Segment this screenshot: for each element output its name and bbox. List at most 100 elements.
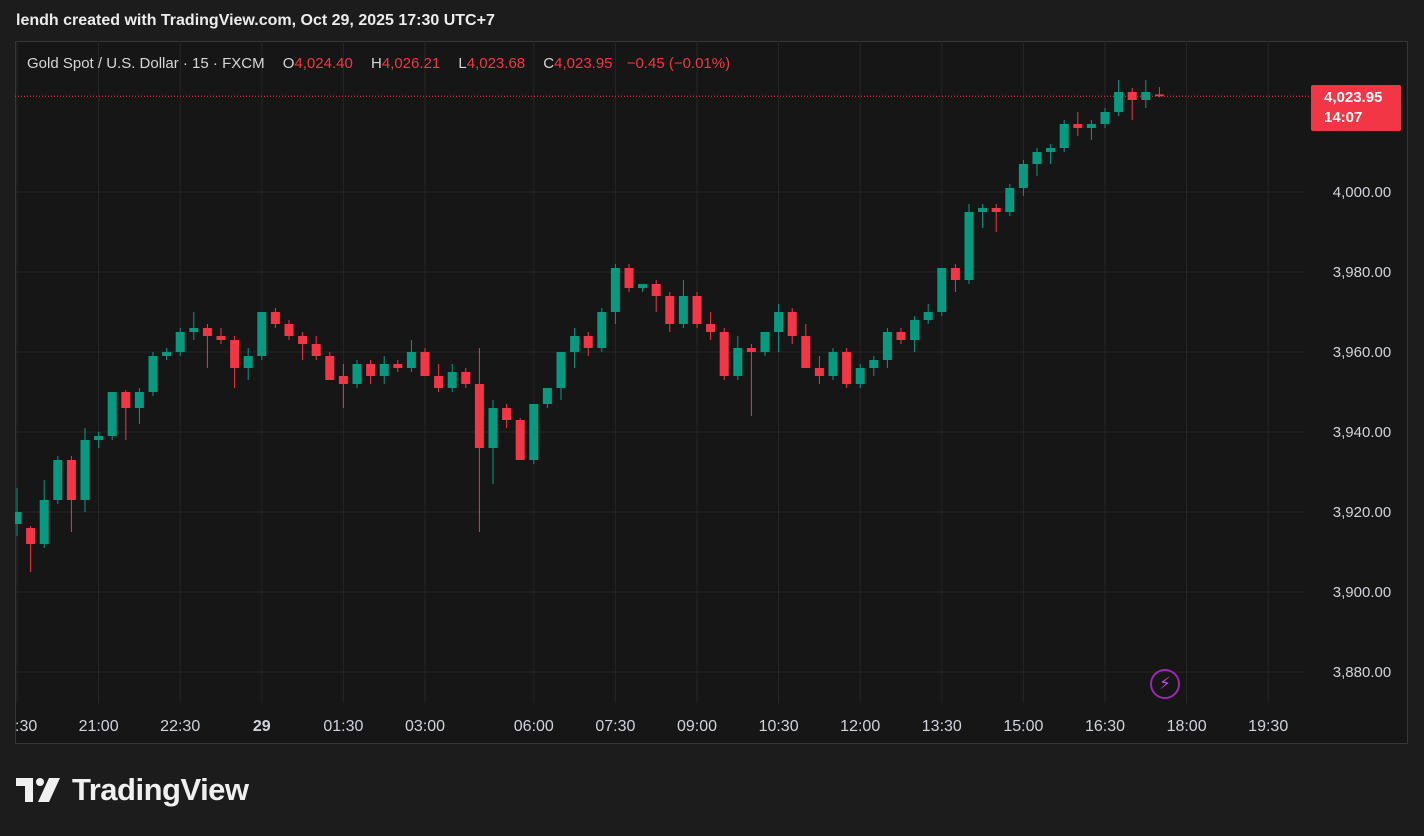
candle[interactable] bbox=[842, 348, 852, 388]
candle[interactable] bbox=[733, 336, 743, 380]
candle[interactable] bbox=[787, 308, 797, 344]
candle[interactable] bbox=[597, 308, 607, 352]
candle[interactable] bbox=[94, 432, 104, 448]
candle[interactable] bbox=[434, 364, 444, 392]
candle[interactable] bbox=[1114, 80, 1124, 116]
candle[interactable] bbox=[230, 336, 240, 388]
candle[interactable] bbox=[746, 344, 756, 416]
candle[interactable] bbox=[1127, 88, 1137, 120]
candle[interactable] bbox=[882, 328, 892, 368]
symbol-legend[interactable]: Gold Spot / U.S. Dollar · 15 · FXCM O4,0… bbox=[27, 55, 730, 72]
candle[interactable] bbox=[148, 352, 158, 396]
candle[interactable] bbox=[53, 456, 63, 504]
candle[interactable] bbox=[175, 328, 185, 356]
candle[interactable] bbox=[515, 418, 525, 460]
candle[interactable] bbox=[216, 328, 226, 344]
candle-body bbox=[515, 420, 525, 460]
candle[interactable] bbox=[760, 332, 770, 356]
candle[interactable] bbox=[910, 316, 920, 352]
candle[interactable] bbox=[257, 312, 267, 360]
candle[interactable] bbox=[991, 204, 1001, 232]
candle[interactable] bbox=[474, 348, 484, 532]
candle[interactable] bbox=[570, 328, 580, 368]
candle[interactable] bbox=[801, 324, 811, 368]
candle[interactable] bbox=[964, 204, 974, 284]
candle[interactable] bbox=[624, 264, 634, 292]
candle[interactable] bbox=[366, 360, 376, 384]
candle[interactable] bbox=[311, 336, 321, 360]
candle[interactable] bbox=[638, 284, 648, 292]
lightning-icon[interactable]: ⚡ bbox=[1150, 669, 1180, 699]
candle[interactable] bbox=[1005, 184, 1015, 216]
candle[interactable] bbox=[284, 320, 294, 340]
candle[interactable] bbox=[869, 356, 879, 376]
candle-body bbox=[937, 268, 947, 312]
candle[interactable] bbox=[1073, 112, 1083, 136]
candle[interactable] bbox=[774, 304, 784, 352]
low-label: L bbox=[458, 55, 467, 72]
candle[interactable] bbox=[1046, 144, 1056, 164]
candle[interactable] bbox=[1154, 87, 1164, 98]
candle[interactable] bbox=[26, 526, 36, 572]
candle-body bbox=[923, 312, 933, 320]
candle[interactable] bbox=[665, 292, 675, 332]
candle-body bbox=[107, 392, 117, 436]
candle[interactable] bbox=[461, 368, 471, 388]
candle[interactable] bbox=[978, 204, 988, 228]
candle[interactable] bbox=[270, 308, 280, 328]
candle[interactable] bbox=[678, 280, 688, 328]
candle[interactable] bbox=[379, 356, 389, 384]
candle[interactable] bbox=[447, 364, 457, 392]
candle[interactable] bbox=[298, 332, 308, 360]
change-value: −0.45 (−0.01%) bbox=[626, 55, 731, 72]
candle[interactable] bbox=[325, 352, 335, 380]
candle-body bbox=[787, 312, 797, 336]
bar-countdown: 14:07 bbox=[1324, 109, 1363, 126]
candle[interactable] bbox=[1086, 120, 1096, 140]
candle[interactable] bbox=[937, 268, 947, 316]
candle[interactable] bbox=[338, 364, 348, 408]
candle[interactable] bbox=[15, 488, 22, 536]
candle[interactable] bbox=[66, 456, 76, 532]
candle[interactable] bbox=[706, 312, 716, 340]
candle[interactable] bbox=[610, 264, 620, 324]
candle[interactable] bbox=[39, 480, 49, 548]
candle[interactable] bbox=[1100, 108, 1110, 128]
candle[interactable] bbox=[814, 356, 824, 384]
candle[interactable] bbox=[583, 332, 593, 356]
candle[interactable] bbox=[1141, 80, 1151, 108]
candle[interactable] bbox=[121, 390, 131, 440]
candle[interactable] bbox=[556, 352, 566, 400]
candle[interactable] bbox=[162, 348, 172, 360]
candle-body bbox=[352, 364, 362, 384]
chart-frame[interactable] bbox=[15, 41, 1408, 744]
candle[interactable] bbox=[488, 400, 498, 484]
candle[interactable] bbox=[352, 360, 362, 388]
candle[interactable] bbox=[1059, 120, 1069, 152]
candle[interactable] bbox=[692, 292, 702, 328]
candle[interactable] bbox=[651, 280, 661, 312]
candle[interactable] bbox=[80, 428, 90, 512]
candle[interactable] bbox=[719, 328, 729, 380]
candle[interactable] bbox=[502, 404, 512, 428]
candle[interactable] bbox=[896, 328, 906, 344]
candle[interactable] bbox=[202, 324, 212, 368]
candle[interactable] bbox=[855, 364, 865, 388]
candle[interactable] bbox=[950, 264, 960, 292]
candle[interactable] bbox=[189, 312, 199, 340]
candle[interactable] bbox=[529, 404, 539, 464]
candle[interactable] bbox=[107, 392, 117, 440]
candle[interactable] bbox=[828, 348, 838, 380]
candle[interactable] bbox=[243, 348, 253, 380]
candle[interactable] bbox=[406, 340, 416, 372]
candlestick-chart[interactable]: 3,880.00 3,900.00 3,920.00 3,940.00 3,960.00… bbox=[15, 41, 1408, 744]
time-axis: :30 21:00 22:30 29 01:30 03:00 06:00 07:30 09:00… bbox=[15, 718, 1288, 735]
candle[interactable] bbox=[923, 304, 933, 324]
candle[interactable] bbox=[420, 348, 430, 376]
candle[interactable] bbox=[1018, 160, 1028, 196]
candle-body bbox=[216, 336, 226, 340]
candle[interactable] bbox=[1032, 148, 1042, 176]
candle[interactable] bbox=[393, 360, 403, 372]
candle[interactable] bbox=[542, 388, 552, 408]
candle[interactable] bbox=[134, 388, 144, 424]
